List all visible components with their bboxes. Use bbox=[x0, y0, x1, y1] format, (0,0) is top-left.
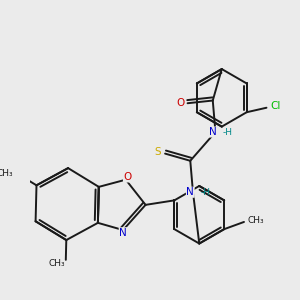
Text: N: N bbox=[186, 187, 194, 197]
Text: -H: -H bbox=[200, 188, 210, 197]
Text: O: O bbox=[124, 172, 132, 182]
Text: CH₃: CH₃ bbox=[248, 216, 264, 225]
Text: CH₃: CH₃ bbox=[49, 259, 66, 268]
Text: S: S bbox=[154, 147, 161, 157]
Text: N: N bbox=[209, 127, 217, 137]
Text: Cl: Cl bbox=[270, 101, 280, 111]
Text: N: N bbox=[119, 228, 127, 238]
Text: CH₃: CH₃ bbox=[0, 169, 14, 178]
Text: -H: -H bbox=[223, 128, 233, 136]
Text: O: O bbox=[176, 98, 184, 108]
